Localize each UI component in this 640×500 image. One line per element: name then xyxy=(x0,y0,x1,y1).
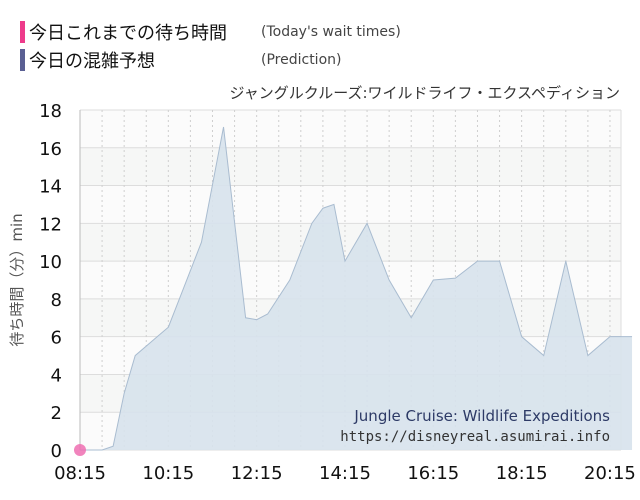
y-tick-label: 4 xyxy=(51,365,62,386)
x-axis-ticks: 08:15 10:15 12:15 14:15 16:15 18:15 20:15 xyxy=(54,463,636,484)
x-tick-label: 20:15 xyxy=(584,463,636,484)
y-tick-label: 0 xyxy=(51,441,62,462)
attraction-name: ジャングルクルーズ:ワイルドライフ・エクスペディション xyxy=(229,84,620,102)
y-tick-label: 8 xyxy=(51,290,62,311)
legend-item-prediction: 今日の混雑予想 (Prediction) xyxy=(20,46,401,74)
legend: 今日これまでの待ち時間 (Today's wait times) 今日の混雑予想… xyxy=(20,18,401,74)
x-tick-label: 16:15 xyxy=(407,463,459,484)
plot-band xyxy=(80,185,621,224)
watermark-url: https://disneyreal.asumirai.info xyxy=(340,429,610,445)
y-tick-label: 2 xyxy=(51,403,62,424)
series-layer xyxy=(74,126,633,456)
legend-swatch-today xyxy=(20,21,25,43)
legend-label-prediction: 今日の混雑予想 xyxy=(29,51,155,72)
x-tick-label: 10:15 xyxy=(142,463,194,484)
y-tick-label: 18 xyxy=(39,101,62,122)
y-tick-label: 10 xyxy=(39,252,62,273)
y-tick-label: 14 xyxy=(39,177,62,198)
prediction-line xyxy=(80,126,633,451)
y-tick-label: 16 xyxy=(39,139,62,160)
legend-swatch-prediction xyxy=(20,49,25,71)
y-tick-label: 6 xyxy=(51,328,62,349)
x-tick-label: 14:15 xyxy=(319,463,371,484)
today-point xyxy=(74,444,86,456)
plot-band xyxy=(80,110,621,148)
x-tick-label: 18:15 xyxy=(496,463,548,484)
watermark-title: Jungle Cruise: Wildlife Expeditions xyxy=(353,407,610,425)
y-axis-label: 待ち時間（分）min xyxy=(8,213,26,346)
y-tick-label: 12 xyxy=(39,214,62,235)
legend-sublabel-prediction: (Prediction) xyxy=(261,52,342,68)
legend-sublabel-today: (Today's wait times) xyxy=(261,24,401,40)
legend-label-today: 今日これまでの待ち時間 xyxy=(29,23,227,44)
x-tick-label: 12:15 xyxy=(231,463,283,484)
prediction-area xyxy=(80,127,633,450)
legend-item-today: 今日これまでの待ち時間 (Today's wait times) xyxy=(20,18,401,46)
x-tick-label: 08:15 xyxy=(54,463,106,484)
y-axis-ticks: 0 2 4 6 8 10 12 14 16 18 xyxy=(39,101,62,462)
